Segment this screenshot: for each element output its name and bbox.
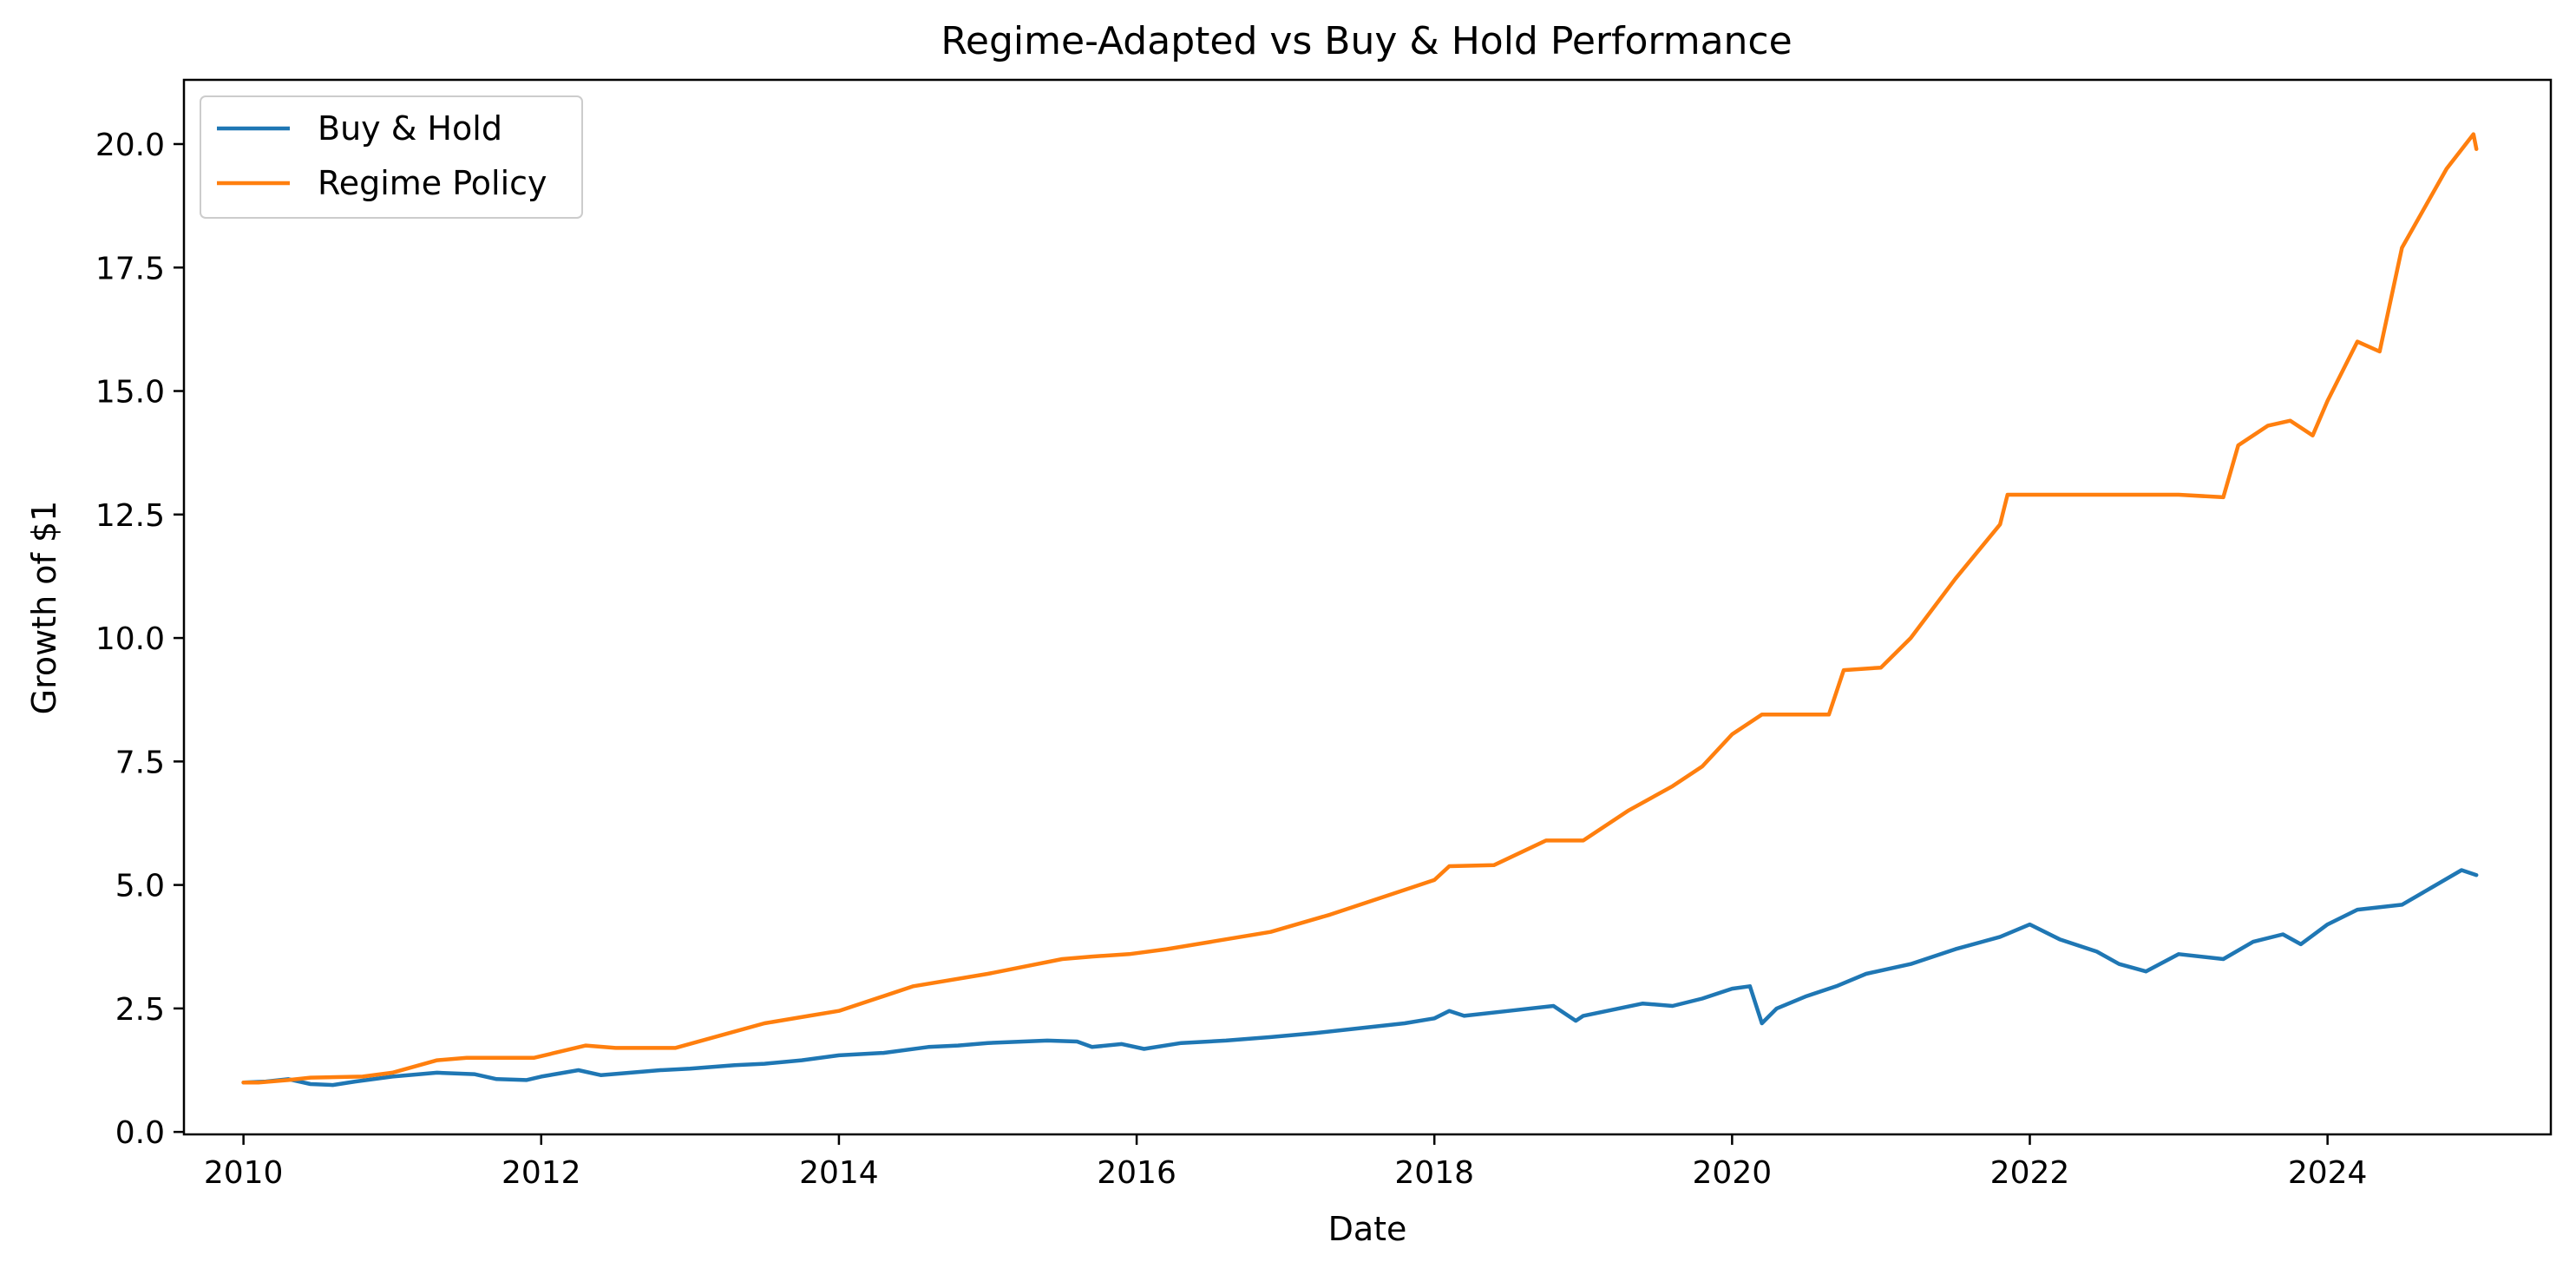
plot-area <box>182 78 2553 1136</box>
y-tick-label: 12.5 <box>95 498 165 534</box>
y-axis-label: Growth of $1 <box>25 501 63 715</box>
y-tick-label: 15.0 <box>95 375 165 411</box>
y-tick-label: 0.0 <box>115 1115 165 1151</box>
plot-frame <box>182 78 2553 1136</box>
chart-title: Regime-Adapted vs Buy & Hold Performance <box>941 19 1792 63</box>
legend-box <box>200 95 583 219</box>
y-tick-label: 2.5 <box>115 992 165 1028</box>
x-axis-label: Date <box>1328 1210 1407 1248</box>
y-tick-label: 20.0 <box>95 128 165 163</box>
x-tick-label: 2016 <box>1097 1155 1177 1191</box>
x-tick-label: 2022 <box>1990 1155 2070 1191</box>
legend: Buy & Hold Regime Policy <box>200 95 583 219</box>
series-layer <box>241 132 2479 1088</box>
x-tick-label: 2020 <box>1693 1155 1773 1191</box>
x-tick-label: 2018 <box>1394 1155 1474 1191</box>
series-line-1 <box>241 132 2479 1085</box>
y-tick-label: 10.0 <box>95 621 165 657</box>
x-tick-label: 2012 <box>501 1155 581 1191</box>
series-line-0 <box>241 868 2479 1088</box>
x-axis: 2010 2012 2014 2016 2018 2020 2022 2024 <box>204 1134 2368 1191</box>
x-tick-label: 2024 <box>2288 1155 2368 1191</box>
legend-label: Regime Policy <box>318 164 547 202</box>
y-tick-label: 7.5 <box>115 745 165 780</box>
y-tick-label: 17.5 <box>95 251 165 286</box>
y-axis: 0.0 2.5 5.0 7.5 10.0 12.5 15.0 17.5 20.0 <box>95 128 184 1151</box>
y-tick-label: 5.0 <box>115 869 165 904</box>
legend-label: Buy & Hold <box>318 109 502 148</box>
x-tick-label: 2014 <box>799 1155 879 1191</box>
x-tick-label: 2010 <box>204 1155 284 1191</box>
